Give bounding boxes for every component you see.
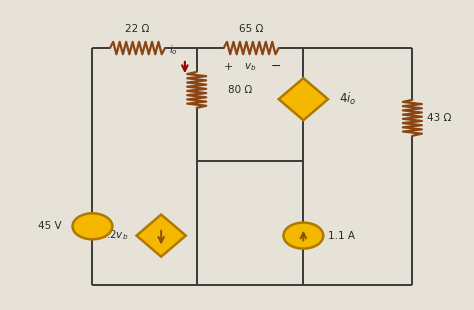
Text: $i_o$: $i_o$ [169,43,178,57]
Text: +: + [299,86,308,96]
Text: 43 Ω: 43 Ω [427,113,451,123]
Circle shape [73,213,112,239]
Text: 22 Ω: 22 Ω [125,24,150,34]
Circle shape [283,223,323,249]
Text: $0.2v_b$: $0.2v_b$ [100,229,128,242]
Text: $4i_o$: $4i_o$ [339,91,356,107]
Polygon shape [279,78,328,120]
Polygon shape [137,215,186,257]
Text: −: − [88,227,97,237]
Text: 1.1 A: 1.1 A [328,231,355,241]
Text: 80 Ω: 80 Ω [228,85,252,95]
Text: 65 Ω: 65 Ω [239,24,264,34]
Text: +: + [88,217,97,227]
Text: −: − [271,60,282,73]
Text: −: − [299,101,308,111]
Text: $v_b$: $v_b$ [244,61,256,73]
Text: 45 V: 45 V [38,221,62,231]
Text: +: + [224,62,233,72]
